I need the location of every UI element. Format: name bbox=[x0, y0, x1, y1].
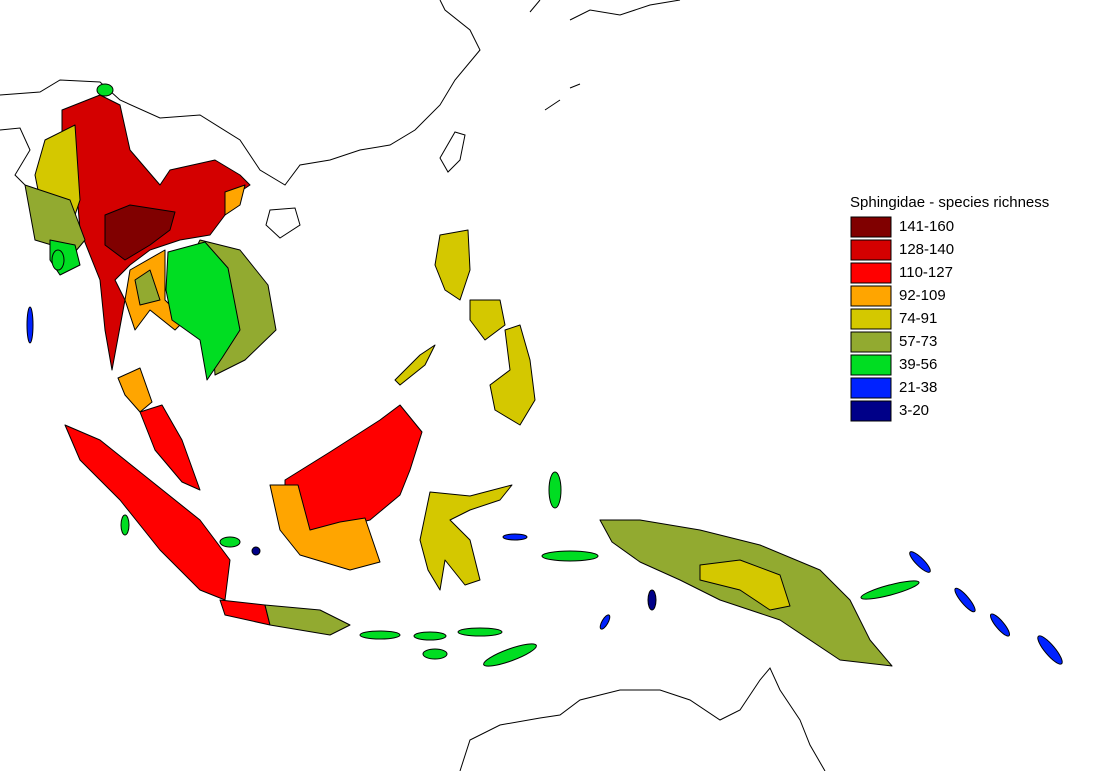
region bbox=[51, 249, 65, 271]
legend-label: 74-91 bbox=[899, 310, 937, 327]
region bbox=[139, 404, 201, 491]
legend-swatch bbox=[850, 262, 892, 284]
legend-title: Sphingidae - species richness bbox=[850, 194, 1049, 211]
australia bbox=[459, 667, 826, 771]
region bbox=[104, 204, 176, 261]
region bbox=[117, 367, 153, 413]
legend-label: 141-160 bbox=[899, 218, 954, 235]
region bbox=[469, 299, 506, 341]
region bbox=[599, 614, 611, 630]
region bbox=[251, 546, 261, 556]
legend-swatch bbox=[850, 239, 892, 261]
region bbox=[96, 83, 114, 97]
legend-label: 57-73 bbox=[899, 333, 937, 350]
legend-swatch bbox=[850, 331, 892, 353]
legend-label: 92-109 bbox=[899, 287, 946, 304]
region bbox=[284, 404, 423, 531]
hainan bbox=[265, 207, 301, 239]
region bbox=[457, 627, 503, 637]
region bbox=[548, 471, 562, 509]
legend-swatch bbox=[850, 377, 892, 399]
region bbox=[422, 648, 448, 660]
region bbox=[219, 599, 271, 626]
legend-label: 3-20 bbox=[899, 402, 929, 419]
legend-swatch bbox=[850, 354, 892, 376]
legend-swatch bbox=[850, 400, 892, 422]
region bbox=[989, 613, 1011, 637]
legend-label: 128-140 bbox=[899, 241, 954, 258]
taiwan bbox=[439, 131, 466, 173]
region bbox=[860, 580, 920, 600]
region bbox=[413, 631, 447, 641]
region bbox=[419, 484, 513, 591]
region bbox=[489, 324, 536, 426]
region bbox=[359, 630, 401, 640]
region bbox=[120, 514, 130, 536]
region bbox=[269, 484, 381, 571]
region bbox=[26, 306, 34, 344]
region bbox=[909, 551, 931, 573]
region bbox=[219, 536, 241, 548]
region bbox=[224, 184, 246, 216]
legend-label: 39-56 bbox=[899, 356, 937, 373]
regions bbox=[24, 83, 1063, 667]
korea-japan bbox=[529, 0, 681, 111]
region bbox=[1037, 635, 1063, 665]
china-west bbox=[0, 127, 31, 186]
legend-swatch bbox=[850, 285, 892, 307]
region bbox=[394, 344, 436, 386]
legend-label: 110-127 bbox=[899, 264, 953, 281]
legend-label: 21-38 bbox=[899, 379, 937, 396]
region bbox=[483, 643, 537, 667]
region bbox=[264, 604, 351, 636]
region bbox=[434, 229, 471, 301]
legend-swatch bbox=[850, 308, 892, 330]
region bbox=[502, 533, 528, 541]
region bbox=[954, 587, 976, 613]
region bbox=[165, 241, 241, 381]
legend-swatch bbox=[850, 216, 892, 238]
region bbox=[541, 550, 599, 562]
region bbox=[64, 424, 231, 601]
region bbox=[647, 589, 657, 611]
region bbox=[24, 184, 86, 253]
region bbox=[134, 269, 161, 306]
region bbox=[699, 559, 791, 611]
legend: Sphingidae - species richness 141-160 128… bbox=[850, 194, 1049, 422]
